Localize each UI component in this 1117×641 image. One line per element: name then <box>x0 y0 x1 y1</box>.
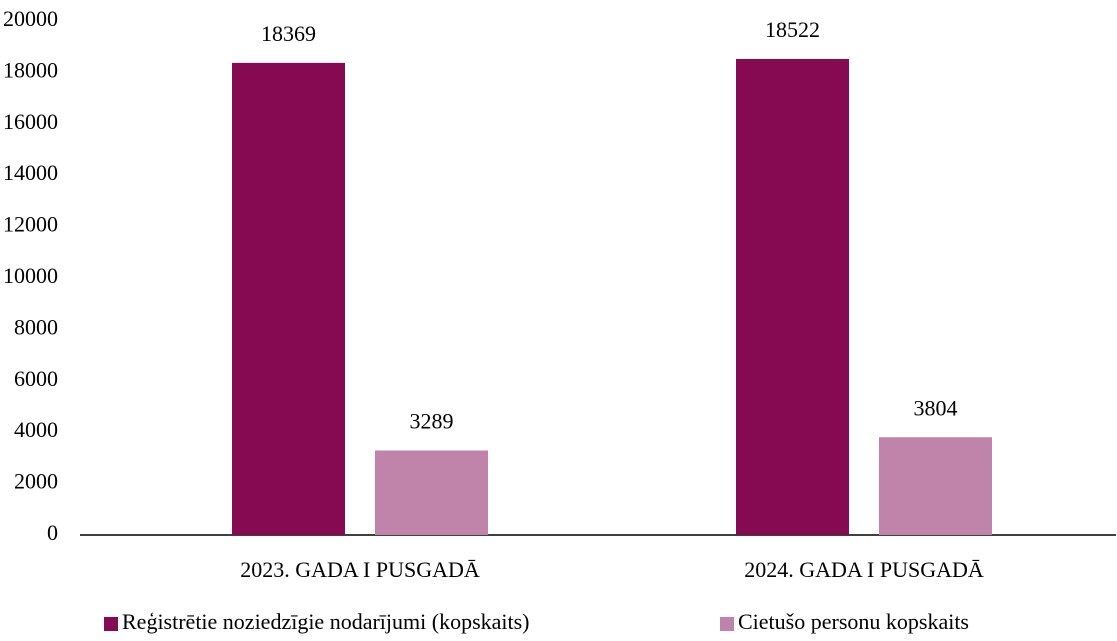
x-tick-label: 2023. GADA I PUSGADĀ <box>240 557 480 582</box>
y-tick-label: 8000 <box>14 314 58 339</box>
y-tick-label: 16000 <box>3 109 58 134</box>
legend-label: Reģistrētie noziedzīgie nodarījumi (kops… <box>122 609 530 634</box>
value-label: 18369 <box>261 21 316 46</box>
y-tick-label: 6000 <box>14 366 58 391</box>
y-tick-label: 0 <box>47 520 58 545</box>
bar <box>375 450 488 535</box>
value-label: 3804 <box>914 395 958 420</box>
bar <box>232 62 345 536</box>
bar <box>879 437 992 535</box>
legend-swatch <box>104 617 118 631</box>
value-label: 18522 <box>765 17 820 42</box>
legend-swatch <box>720 617 734 631</box>
y-tick-label: 4000 <box>14 417 58 442</box>
y-tick-label: 2000 <box>14 469 58 494</box>
y-tick-label: 18000 <box>3 57 58 82</box>
y-tick-label: 20000 <box>3 6 58 31</box>
legend-label: Cietušo personu kopskaits <box>738 609 969 634</box>
value-label: 3289 <box>410 409 454 434</box>
y-tick-label: 10000 <box>3 263 58 288</box>
bar <box>736 58 849 536</box>
y-tick-label: 12000 <box>3 212 58 237</box>
x-tick-label: 2024. GADA I PUSGADĀ <box>744 557 984 582</box>
y-tick-label: 14000 <box>3 160 58 185</box>
